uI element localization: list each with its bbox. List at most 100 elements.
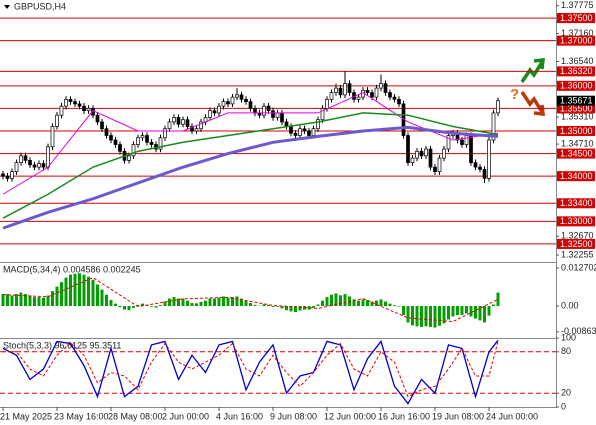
x-tick-label: 19 Jun 08:00	[432, 411, 484, 421]
level-label: 1.34000	[560, 171, 593, 181]
candle-body	[190, 126, 194, 132]
macd-bar	[429, 306, 432, 327]
candle-body	[320, 108, 325, 121]
macd-bar	[109, 300, 113, 307]
candle-body	[95, 114, 100, 123]
indicator-line	[2, 339, 499, 405]
macd-bar	[33, 297, 36, 307]
candle-body	[235, 94, 239, 98]
y-tick-label: 1.32255	[561, 249, 594, 259]
candle-body	[73, 101, 77, 105]
macd-bar	[114, 303, 117, 307]
level-label: 1.36000	[560, 81, 593, 91]
question-mark: ?	[510, 86, 519, 103]
candle-body	[491, 112, 496, 141]
candle-body	[244, 99, 248, 102]
candle-body	[226, 101, 230, 105]
macd-bar	[370, 301, 374, 307]
x-tick-label: 9 Jun 08:00	[270, 411, 317, 421]
macd-bar	[46, 295, 50, 307]
macd-bar	[280, 306, 284, 309]
macd-bar	[154, 306, 158, 308]
macd-bar	[235, 296, 239, 307]
candle-body	[230, 96, 235, 105]
macd-bar	[1, 294, 5, 307]
candle-body	[473, 162, 478, 168]
candle-body	[262, 105, 266, 116]
y-tick-label: -0.008636	[561, 326, 596, 336]
x-tick-label: 21 May 2025	[0, 411, 52, 421]
level-label-box	[557, 171, 595, 182]
candle-body	[271, 110, 275, 118]
arrow-line	[520, 61, 544, 83]
macd-bar	[6, 294, 9, 307]
candle-body	[280, 112, 284, 123]
macd-bar	[73, 273, 77, 307]
macd-bar	[285, 306, 288, 311]
candle-body	[104, 128, 109, 136]
macd-bar	[145, 305, 149, 307]
macd-bar	[307, 306, 311, 310]
macd-bar	[105, 294, 108, 307]
macd-bar	[321, 300, 324, 307]
y-tick-label: 0.00	[561, 300, 579, 310]
macd-bar	[492, 304, 495, 307]
candle-body	[298, 128, 302, 136]
macd-bar	[262, 304, 266, 307]
candle-body	[496, 100, 500, 114]
macd-bar	[82, 274, 86, 307]
macd-bar	[60, 282, 63, 307]
level-label-box	[557, 80, 595, 91]
macd-bar	[127, 306, 131, 311]
menu-triangle	[4, 5, 10, 9]
candle-body	[316, 119, 320, 130]
macd-bar	[451, 306, 455, 317]
macd-bar	[168, 298, 171, 307]
candle-body	[442, 148, 446, 159]
level-label: 1.36320	[560, 66, 593, 76]
candle-body	[64, 99, 68, 107]
candle-body	[59, 105, 64, 116]
level-label-box	[557, 103, 595, 114]
candle-body	[158, 137, 163, 150]
candle-body	[334, 87, 338, 93]
macd-bar	[442, 306, 446, 324]
macd-bar	[186, 300, 189, 307]
candle-body	[167, 121, 172, 130]
candle-body	[1, 173, 5, 177]
macd-bar	[366, 300, 369, 307]
macd-bar	[402, 306, 405, 315]
candle-body	[221, 101, 226, 107]
macd-bar	[208, 298, 212, 307]
y-tick-label: 1.34710	[561, 138, 594, 148]
macd-bar	[150, 306, 153, 307]
y-tick-label: 1.37160	[561, 28, 594, 38]
candle-body	[365, 89, 370, 93]
candle-body	[113, 139, 118, 145]
macd-bar	[132, 306, 135, 308]
indicator-line	[2, 125, 499, 230]
level-label: 1.34500	[560, 148, 593, 158]
macd-bar	[424, 306, 428, 327]
macd-bar	[172, 297, 176, 307]
macd-bar	[397, 306, 401, 307]
macd-bar	[123, 306, 126, 310]
macd-bar	[384, 301, 387, 307]
candle-body	[208, 110, 212, 118]
candle-body	[343, 83, 347, 96]
candle-body	[37, 163, 41, 168]
x-tick-label: 23 May 16:00	[54, 411, 109, 421]
level-label: 1.37000	[560, 36, 593, 46]
candle-body	[131, 144, 136, 157]
level-label-box	[557, 238, 595, 249]
macd-bar	[69, 274, 72, 307]
candle-body	[181, 119, 185, 125]
y-tick-label: 1.32670	[561, 231, 594, 241]
candle-body	[383, 83, 388, 93]
macd-bar	[406, 306, 410, 323]
macd-bar	[388, 303, 392, 307]
macd-bar	[226, 297, 230, 307]
candle-body	[266, 105, 271, 112]
candle-body	[32, 164, 37, 168]
